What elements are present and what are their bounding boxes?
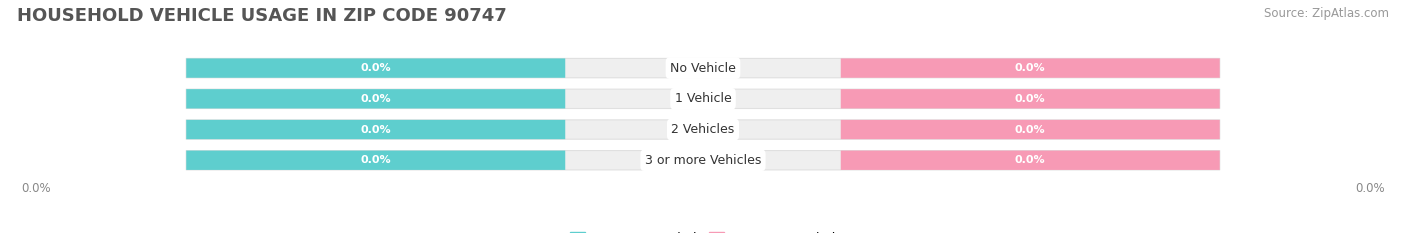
FancyBboxPatch shape (841, 120, 1220, 139)
FancyBboxPatch shape (186, 120, 565, 139)
Text: 0.0%: 0.0% (360, 94, 391, 104)
FancyBboxPatch shape (186, 58, 1220, 78)
FancyBboxPatch shape (186, 58, 565, 78)
Text: 0.0%: 0.0% (1015, 94, 1046, 104)
Text: No Vehicle: No Vehicle (671, 62, 735, 75)
FancyBboxPatch shape (186, 89, 1220, 109)
FancyBboxPatch shape (841, 58, 1220, 78)
Text: 0.0%: 0.0% (1015, 63, 1046, 73)
Text: 0.0%: 0.0% (1015, 124, 1046, 134)
Text: HOUSEHOLD VEHICLE USAGE IN ZIP CODE 90747: HOUSEHOLD VEHICLE USAGE IN ZIP CODE 9074… (17, 7, 506, 25)
FancyBboxPatch shape (841, 89, 1220, 109)
Text: 3 or more Vehicles: 3 or more Vehicles (645, 154, 761, 167)
Text: 0.0%: 0.0% (360, 155, 391, 165)
FancyBboxPatch shape (186, 151, 1220, 170)
Text: 0.0%: 0.0% (21, 182, 51, 195)
FancyBboxPatch shape (841, 151, 1220, 170)
Text: 0.0%: 0.0% (360, 63, 391, 73)
Text: 0.0%: 0.0% (1355, 182, 1385, 195)
FancyBboxPatch shape (186, 89, 565, 109)
Legend: Owner-occupied, Renter-occupied: Owner-occupied, Renter-occupied (565, 227, 841, 233)
Text: 2 Vehicles: 2 Vehicles (672, 123, 734, 136)
Text: 0.0%: 0.0% (1015, 155, 1046, 165)
Text: 0.0%: 0.0% (360, 124, 391, 134)
Text: 1 Vehicle: 1 Vehicle (675, 92, 731, 105)
FancyBboxPatch shape (186, 151, 565, 170)
FancyBboxPatch shape (186, 120, 1220, 139)
Text: Source: ZipAtlas.com: Source: ZipAtlas.com (1264, 7, 1389, 20)
